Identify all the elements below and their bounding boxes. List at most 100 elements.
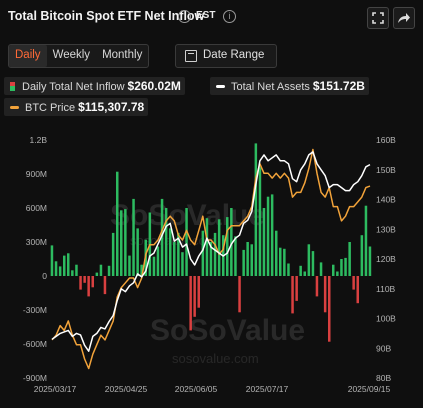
date-range-button[interactable]: Date Range [175, 44, 277, 68]
series-lines [51, 148, 371, 370]
tab-weekly[interactable]: Weekly [52, 49, 91, 61]
inflow-bar [348, 242, 351, 276]
inflow-bar [213, 232, 217, 276]
legend-label-inflow: Daily Total Net Inflow [22, 81, 125, 93]
inflow-bar [299, 265, 302, 276]
inflow-bar [177, 232, 180, 276]
y-left-tick-label: -600M [23, 339, 47, 349]
timezone-label[interactable]: EST [196, 10, 216, 21]
y-right-tick-label: 80B [376, 373, 391, 383]
fullscreen-button[interactable] [367, 7, 389, 29]
x-tick-label: 2025/07/17 [246, 384, 289, 394]
legend-value-btc: $115,307.78 [78, 100, 145, 114]
inflow-bar [197, 276, 200, 308]
inflow-bar [344, 257, 347, 276]
legend-item-assets[interactable]: Total Net Assets $151.72B [210, 77, 369, 95]
inflow-bar [311, 251, 315, 276]
inflow-bar [116, 171, 119, 276]
btc-price-line [51, 148, 371, 370]
inflow-bar [234, 236, 237, 276]
inflow-bar [262, 208, 266, 276]
y-left-tick-label: 900M [26, 169, 47, 179]
inflow-bar [258, 167, 262, 276]
y-axis-right: 160B 150B 140B 130B 120B 110B 100B 90B 80B [376, 135, 396, 383]
inflow-bar [91, 276, 94, 288]
y-right-tick-label: 160B [376, 135, 396, 145]
chart-toolbar: Daily Weekly Monthly Date Range [8, 44, 408, 68]
inflow-bar [242, 249, 245, 276]
y-right-tick-label: 90B [376, 343, 391, 353]
legend-value-inflow: $260.02M [127, 79, 181, 93]
x-tick-label: 2025/04/25 [105, 384, 148, 394]
x-tick-label: 2025/06/05 [175, 384, 218, 394]
inflow-bar [185, 208, 188, 276]
inflow-bar [266, 196, 270, 276]
inflow-bar [79, 276, 82, 290]
inflow-bar [95, 272, 99, 276]
inflow-bar [205, 218, 209, 276]
inflow-bar [230, 208, 233, 276]
timezone-info-icon[interactable]: i [223, 10, 236, 23]
inflow-bar [83, 276, 86, 283]
info-icon[interactable]: i [178, 10, 191, 23]
inflow-bar [254, 143, 258, 276]
inflow-bar [368, 246, 372, 276]
inflow-bar [352, 276, 355, 290]
y-right-tick-label: 130B [376, 224, 396, 234]
inflow-bar [250, 244, 253, 276]
inflow-bar [173, 242, 176, 276]
inflow-bar [246, 242, 249, 276]
chart-title: Total Bitcoin Spot ETF Net Inflow [8, 9, 205, 23]
inflow-bar [160, 198, 164, 276]
inflow-bar [75, 264, 78, 276]
x-tick-label: 2025/09/15 [348, 384, 391, 394]
share-button[interactable] [393, 7, 415, 29]
period-tabs: Daily Weekly Monthly [8, 44, 150, 68]
y-right-tick-label: 150B [376, 165, 396, 175]
y-left-tick-label: 600M [26, 203, 47, 213]
y-left-tick-label: -900M [23, 373, 47, 383]
y-right-tick-label: 100B [376, 314, 396, 324]
inflow-bar [238, 276, 241, 313]
inflow-bar [209, 242, 213, 276]
inflow-bar [360, 235, 364, 276]
inflow-bar [336, 271, 339, 276]
chart-header: Total Bitcoin Spot ETF Net Inflow i EST … [8, 7, 415, 29]
fullscreen-icon [372, 12, 384, 24]
inflow-bar [291, 276, 294, 314]
watermark-url-bottom: sosovalue.com [172, 351, 259, 366]
inflow-bar [132, 198, 135, 276]
legend-label-assets: Total Net Assets [231, 81, 310, 93]
inflow-bar [181, 252, 184, 276]
legend-item-inflow[interactable]: Daily Total Net Inflow $260.02M [4, 77, 185, 95]
tab-daily[interactable]: Daily [9, 45, 47, 67]
inflow-bar [107, 265, 111, 276]
inflow-bar [356, 276, 359, 304]
inflow-bar [315, 276, 319, 297]
inflow-bars [50, 143, 372, 342]
inflow-bar [169, 228, 172, 276]
inflow-bar [287, 263, 290, 276]
legend-swatch-btc [10, 106, 19, 109]
calendar-icon [185, 50, 197, 62]
inflow-bar [279, 247, 282, 276]
inflow-bar [67, 253, 70, 276]
tab-monthly[interactable]: Monthly [102, 49, 143, 61]
legend-label-btc: BTC Price [25, 102, 76, 114]
y-left-tick-label: 1.2B [30, 135, 48, 145]
legend-item-btc[interactable]: BTC Price $115,307.78 [4, 98, 149, 116]
inflow-bar [50, 245, 54, 276]
total-net-assets-line [51, 151, 371, 352]
y-left-tick-label: -300M [23, 305, 47, 315]
inflow-bar [328, 276, 331, 342]
inflow-bar [87, 276, 90, 297]
inflow-bar [275, 230, 278, 276]
y-axis-left: 1.2B 900M 600M 300M 0 -300M -600M -900M [23, 135, 47, 383]
inflow-bar [295, 276, 298, 301]
inflow-bar [226, 217, 229, 276]
inflow-bar [152, 256, 156, 276]
inflow-bar [103, 276, 107, 295]
inflow-bar [99, 264, 103, 276]
